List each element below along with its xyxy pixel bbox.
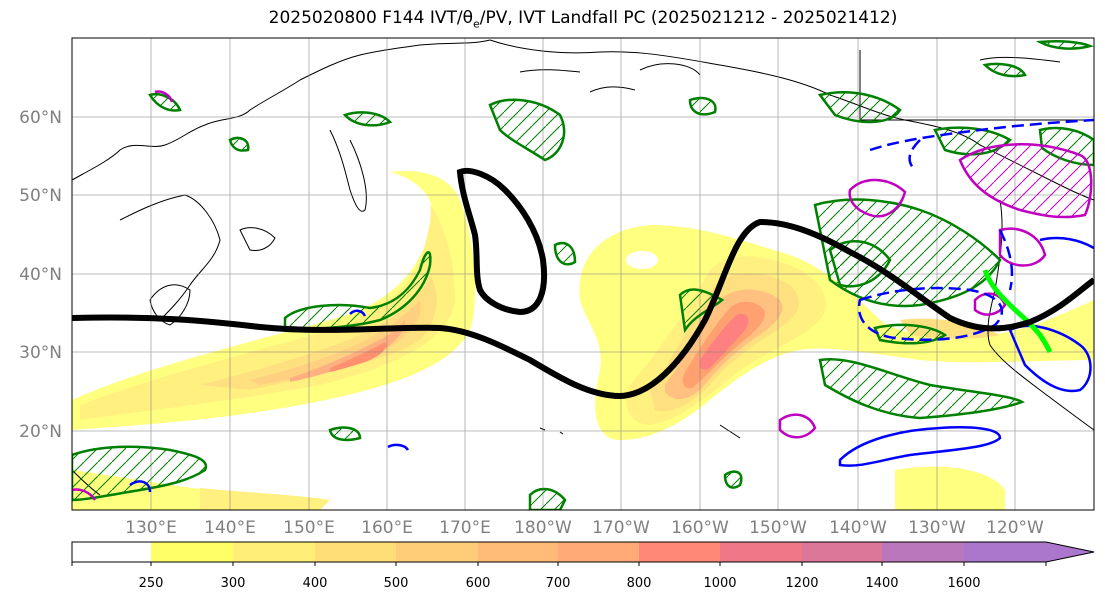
pc-line xyxy=(72,218,1094,400)
colorbar-segment xyxy=(315,542,396,562)
ivt-shading-central xyxy=(579,225,1094,440)
lon-label: 140°E xyxy=(204,518,256,538)
latitude-labels: 60°N 50°N 40°N 30°N 20°N xyxy=(19,108,62,442)
map-frame xyxy=(71,37,1095,511)
lon-label: 160°E xyxy=(361,518,413,538)
colorbar-segment xyxy=(151,542,233,562)
lat-label: 30°N xyxy=(19,343,62,363)
colorbar-tick-label: 1600 xyxy=(947,576,980,591)
colorbar-tick-label: 800 xyxy=(627,576,652,591)
colorbar-segment xyxy=(233,542,315,562)
lon-label: 170°W xyxy=(592,518,650,538)
colorbar-segment xyxy=(396,542,478,562)
colorbar-segment xyxy=(720,542,802,562)
colorbar-tick-label: 1200 xyxy=(785,576,818,591)
lon-label: 130°E xyxy=(125,518,177,538)
colorbar: 250 300 400 500 600 700 800 1000 1200 14… xyxy=(71,541,1095,591)
magenta-contours xyxy=(72,90,1093,501)
colorbar-tick-label: 400 xyxy=(303,576,328,591)
colorbar-tick-label: 500 xyxy=(384,576,409,591)
longitude-labels: 130°E 140°E 150°E 160°E 170°E 180°W 170°… xyxy=(125,518,1044,538)
lon-label: 130°W xyxy=(908,518,966,538)
lon-label: 140°W xyxy=(829,518,887,538)
pv-contours xyxy=(72,39,1094,510)
lon-label: 120°W xyxy=(986,518,1044,538)
map-title: 2025020800 F144 IVT/θe/PV, IVT Landfall … xyxy=(268,8,898,31)
colorbar-tick-label: 1000 xyxy=(703,576,736,591)
colorbar-tick-label: 700 xyxy=(546,576,571,591)
lon-label: 150°W xyxy=(749,518,807,538)
pc-closed-loop xyxy=(456,168,548,316)
lat-label: 20°N xyxy=(19,422,62,442)
colorbar-tick-label: 600 xyxy=(466,576,491,591)
lat-label: 40°N xyxy=(19,265,62,285)
colorbar-tick-label: 250 xyxy=(139,576,164,591)
colorbar-segment xyxy=(964,542,1046,562)
lon-label: 150°E xyxy=(283,518,335,538)
theta-e-contours xyxy=(129,236,1094,493)
colorbar-segment xyxy=(478,542,558,562)
colorbar-segment xyxy=(882,542,964,562)
theta-e-dashed-contours xyxy=(857,118,1094,342)
colorbar-extend-arrow xyxy=(1046,542,1094,562)
colorbar-segment xyxy=(639,542,720,562)
colorbar-segment xyxy=(802,542,882,562)
colorbar-segment xyxy=(72,542,151,562)
lat-label: 50°N xyxy=(19,186,62,206)
colorbar-tick-label: 300 xyxy=(221,576,246,591)
colorbar-segment xyxy=(558,542,639,562)
colorbar-outline xyxy=(71,541,1095,563)
colorbar-tick-label: 1400 xyxy=(865,576,898,591)
lon-label: 170°E xyxy=(439,518,491,538)
lat-label: 60°N xyxy=(19,108,62,128)
lon-label: 180°W xyxy=(514,518,572,538)
landfall-line xyxy=(982,269,1053,354)
map-content xyxy=(72,38,1094,510)
lon-label: 160°W xyxy=(671,518,729,538)
